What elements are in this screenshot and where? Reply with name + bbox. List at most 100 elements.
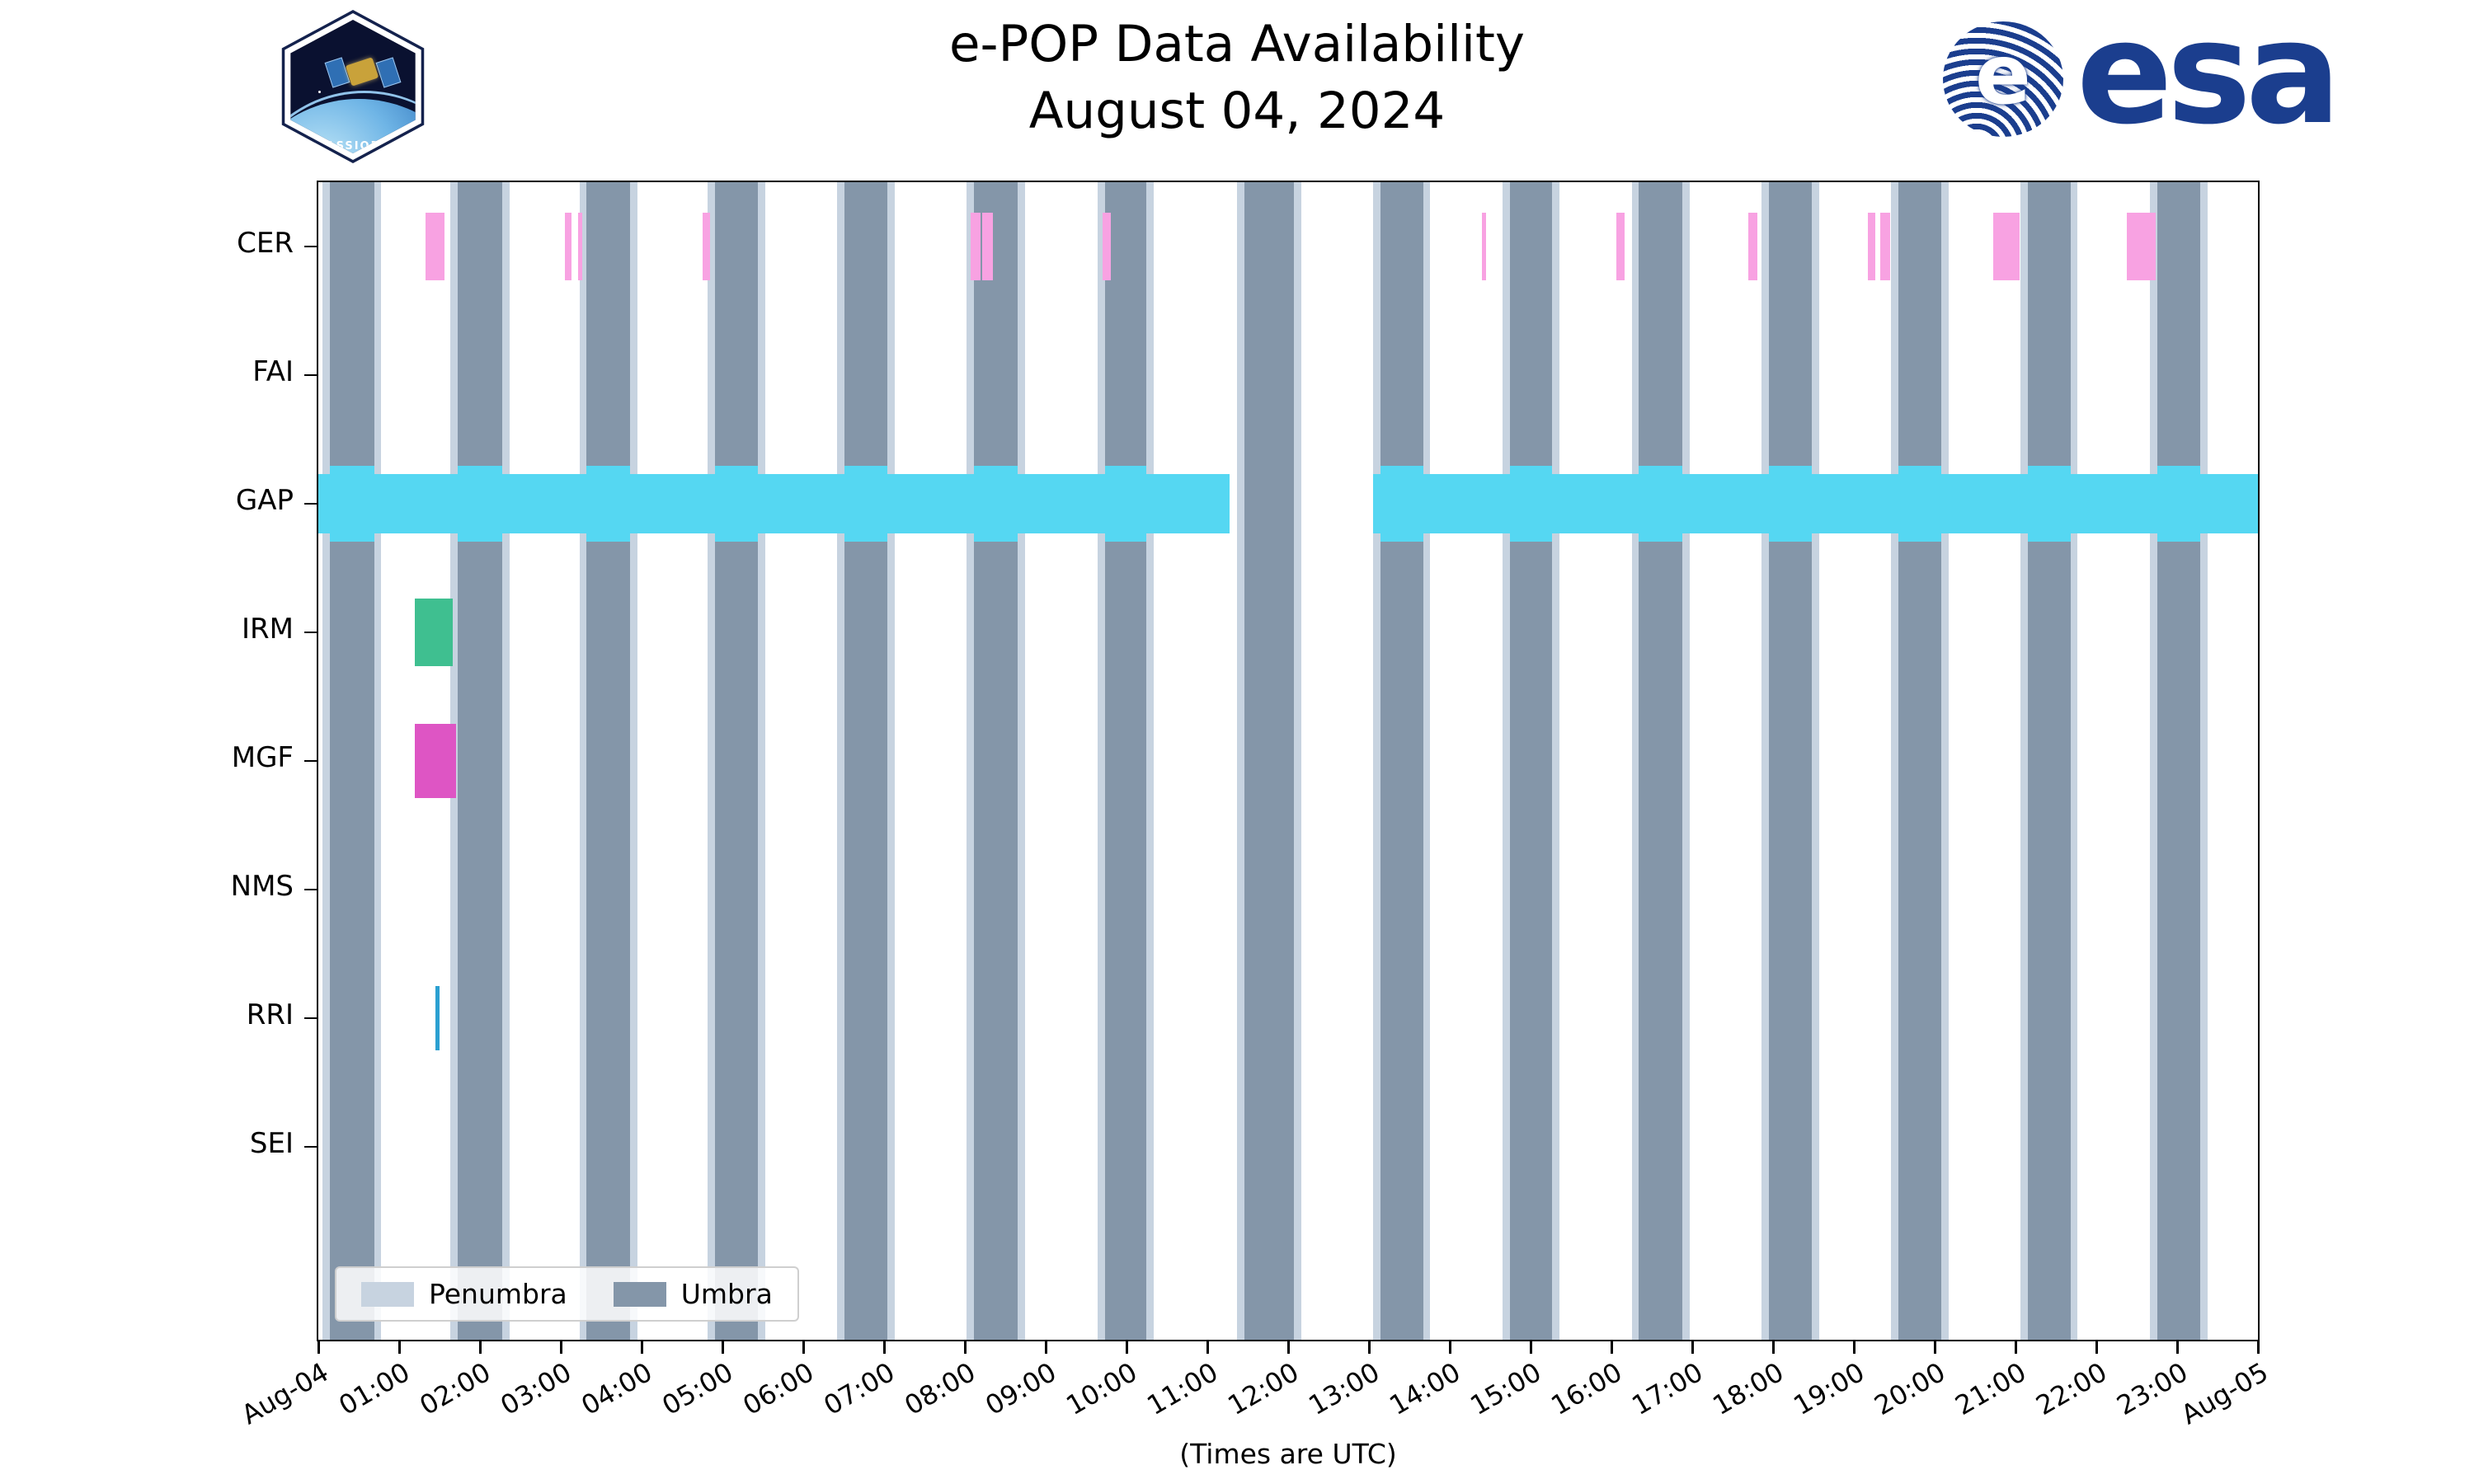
x-tick-label: 12:00 — [1222, 1356, 1304, 1422]
umbra-band — [844, 182, 887, 1340]
gap-bar-tall — [1104, 466, 1147, 542]
x-tick-mark — [2176, 1341, 2179, 1354]
x-tick-mark — [802, 1341, 805, 1354]
y-axis-label-cer: CER — [237, 227, 294, 260]
gap-bar-tall — [586, 466, 631, 542]
x-tick-label: 09:00 — [980, 1356, 1061, 1422]
x-tick-mark — [1126, 1341, 1128, 1354]
esa-wordmark: esa — [2076, 0, 2341, 156]
x-tick-mark — [1934, 1341, 1936, 1354]
x-tick-mark — [1611, 1341, 1613, 1354]
gap-bar-tall — [973, 466, 1018, 542]
y-axis-label-fai: FAI — [252, 355, 294, 388]
umbra-band — [1104, 182, 1147, 1340]
y-tick-mark — [304, 245, 317, 248]
gap-bar-tall — [1898, 466, 1941, 542]
y-axis-labels: CER FAI GAP IRM MGF NMS RRI SEI — [0, 182, 305, 1343]
y-tick-mark — [304, 888, 317, 891]
legend-item-umbra: Umbra — [613, 1278, 773, 1310]
y-axis-label-gap: GAP — [235, 484, 294, 517]
esa-logo: e esa — [1942, 0, 2341, 156]
cer-bar — [1992, 213, 2020, 280]
cassiope-mission-patch: CASSIOPE — [272, 10, 434, 163]
x-tick-mark — [560, 1341, 562, 1354]
umbra-band — [1509, 182, 1553, 1340]
x-tick-mark — [398, 1341, 401, 1354]
x-axis-ticks — [317, 1341, 2260, 1355]
x-tick-label: 20:00 — [1869, 1356, 1950, 1422]
x-axis-title: (Times are UTC) — [1179, 1438, 1397, 1470]
legend-label-penumbra: Penumbra — [429, 1278, 567, 1310]
x-tick-label: 17:00 — [1626, 1356, 1708, 1422]
x-tick-mark — [1206, 1341, 1209, 1354]
cer-bar — [564, 213, 571, 280]
umbra-band — [457, 182, 503, 1340]
cer-bar — [970, 213, 981, 280]
x-tick-mark — [1368, 1341, 1371, 1354]
rri-bar — [435, 986, 440, 1050]
esa-emblem-e-glyph: e — [1974, 26, 2031, 123]
gap-bar-tall — [2027, 466, 2071, 542]
x-tick-label: 03:00 — [495, 1356, 576, 1422]
irm-bar — [414, 599, 453, 666]
mgf-bar — [414, 724, 456, 798]
x-tick-label: 05:00 — [656, 1356, 738, 1422]
gap-bar-tall — [844, 466, 887, 542]
x-tick-mark — [317, 1341, 320, 1354]
cer-bar — [1880, 213, 1891, 280]
x-tick-label: 15:00 — [1465, 1356, 1546, 1422]
x-tick-label: 06:00 — [737, 1356, 819, 1422]
y-axis-label-nms: NMS — [230, 870, 294, 903]
cer-bar — [981, 213, 994, 280]
plot-area: Penumbra Umbra — [317, 181, 2260, 1341]
y-axis-label-rri: RRI — [246, 998, 294, 1031]
x-tick-label: 14:00 — [1384, 1356, 1465, 1422]
umbra-band — [2027, 182, 2071, 1340]
x-tick-label: 10:00 — [1061, 1356, 1142, 1422]
chart-header: e-POP Data Availability August 04, 2024 — [0, 12, 2474, 144]
x-tick-mark — [1691, 1341, 1694, 1354]
chart-title: e-POP Data Availability — [948, 15, 1526, 73]
cer-bar — [702, 213, 711, 280]
x-tick-label: 07:00 — [818, 1356, 900, 1422]
x-tick-mark — [1449, 1341, 1451, 1354]
legend-swatch-umbra — [613, 1281, 666, 1307]
x-tick-label: 01:00 — [333, 1356, 415, 1422]
gap-bar-tall — [1380, 466, 1423, 542]
x-tick-mark — [964, 1341, 967, 1354]
y-axis-ticks — [304, 182, 317, 1343]
cer-bar — [1867, 213, 1876, 280]
umbra-band — [1380, 182, 1423, 1340]
y-axis-label-mgf: MGF — [231, 741, 294, 774]
cer-bar — [1616, 213, 1625, 280]
umbra-band — [973, 182, 1018, 1340]
umbra-band — [715, 182, 759, 1340]
x-tick-label: 16:00 — [1545, 1356, 1627, 1422]
y-axis-label-irm: IRM — [242, 613, 294, 646]
gap-bar-tall — [1769, 466, 1813, 542]
star-icon — [318, 91, 321, 93]
y-tick-mark — [304, 502, 317, 505]
gap-bar — [318, 474, 1230, 533]
gap-bar-tall — [2157, 466, 2201, 542]
x-tick-mark — [1530, 1341, 1532, 1354]
gap-bar — [1372, 474, 2258, 533]
x-tick-mark — [641, 1341, 643, 1354]
legend-item-penumbra: Penumbra — [361, 1278, 567, 1310]
cer-bar — [1102, 213, 1112, 280]
umbra-band — [329, 182, 374, 1340]
x-tick-label: 13:00 — [1303, 1356, 1385, 1422]
x-tick-label: 22:00 — [2030, 1356, 2112, 1422]
x-tick-mark — [479, 1341, 482, 1354]
x-tick-mark — [722, 1341, 724, 1354]
gap-bar-tall — [1509, 466, 1553, 542]
y-tick-mark — [304, 1145, 317, 1148]
x-tick-label: Aug-05 — [2175, 1356, 2274, 1431]
umbra-band — [1898, 182, 1941, 1340]
legend-swatch-penumbra — [361, 1281, 414, 1307]
x-tick-label: 04:00 — [576, 1356, 657, 1422]
cer-bar — [1482, 213, 1487, 280]
gap-bar-tall — [329, 466, 374, 542]
umbra-band — [2157, 182, 2201, 1340]
y-tick-mark — [304, 373, 317, 377]
